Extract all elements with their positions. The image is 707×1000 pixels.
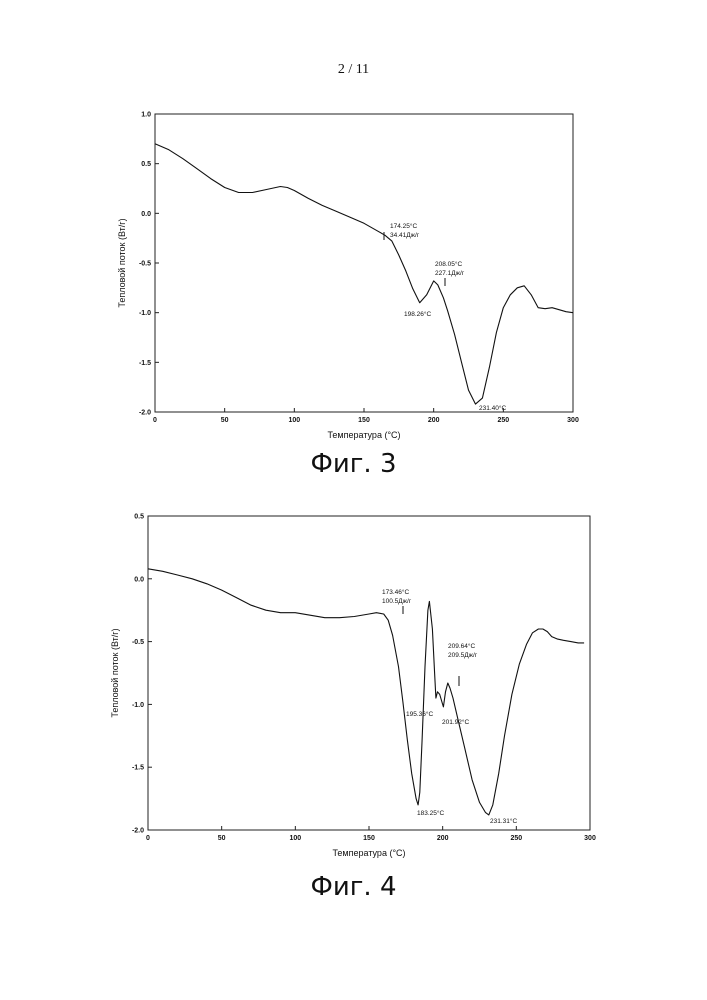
x-tick-label: 300 xyxy=(584,835,596,842)
x-tick-label: 100 xyxy=(289,835,301,842)
x-tick-label: 150 xyxy=(363,835,375,842)
x-axis-label: Температура (°C) xyxy=(332,848,405,858)
y-tick-label: 0.5 xyxy=(134,514,144,521)
y-tick-label: 0.0 xyxy=(134,576,144,583)
annotation-label: 173.46°C xyxy=(382,588,409,596)
y-axis-label: Тепловой поток (Вт/г) xyxy=(110,628,120,717)
plot-frame xyxy=(148,516,590,830)
x-tick-label: 250 xyxy=(510,835,522,842)
x-tick-label: 50 xyxy=(218,835,226,842)
y-tick-label: -1.0 xyxy=(132,702,144,709)
y-tick-label: -0.5 xyxy=(132,639,144,646)
y-tick-label: -2.0 xyxy=(132,828,144,835)
series-line xyxy=(148,569,584,815)
annotation-label: 201.92°C xyxy=(442,718,469,726)
x-tick-label: 0 xyxy=(146,835,150,842)
x-tick-label: 200 xyxy=(437,835,449,842)
annotation-label: 100.5Дж/г xyxy=(382,598,412,605)
annotation-label: 231.31°C xyxy=(490,817,517,825)
y-tick-label: -1.5 xyxy=(132,765,144,772)
annotation-label: 209.5Дж/г xyxy=(448,652,478,659)
annotation-label: 209.64°C xyxy=(448,642,475,650)
figure-4-caption: Фиг. 4 xyxy=(0,872,707,902)
annotation-label: 183.25°C xyxy=(417,809,444,817)
annotation-label: 195.36°C xyxy=(406,710,433,718)
